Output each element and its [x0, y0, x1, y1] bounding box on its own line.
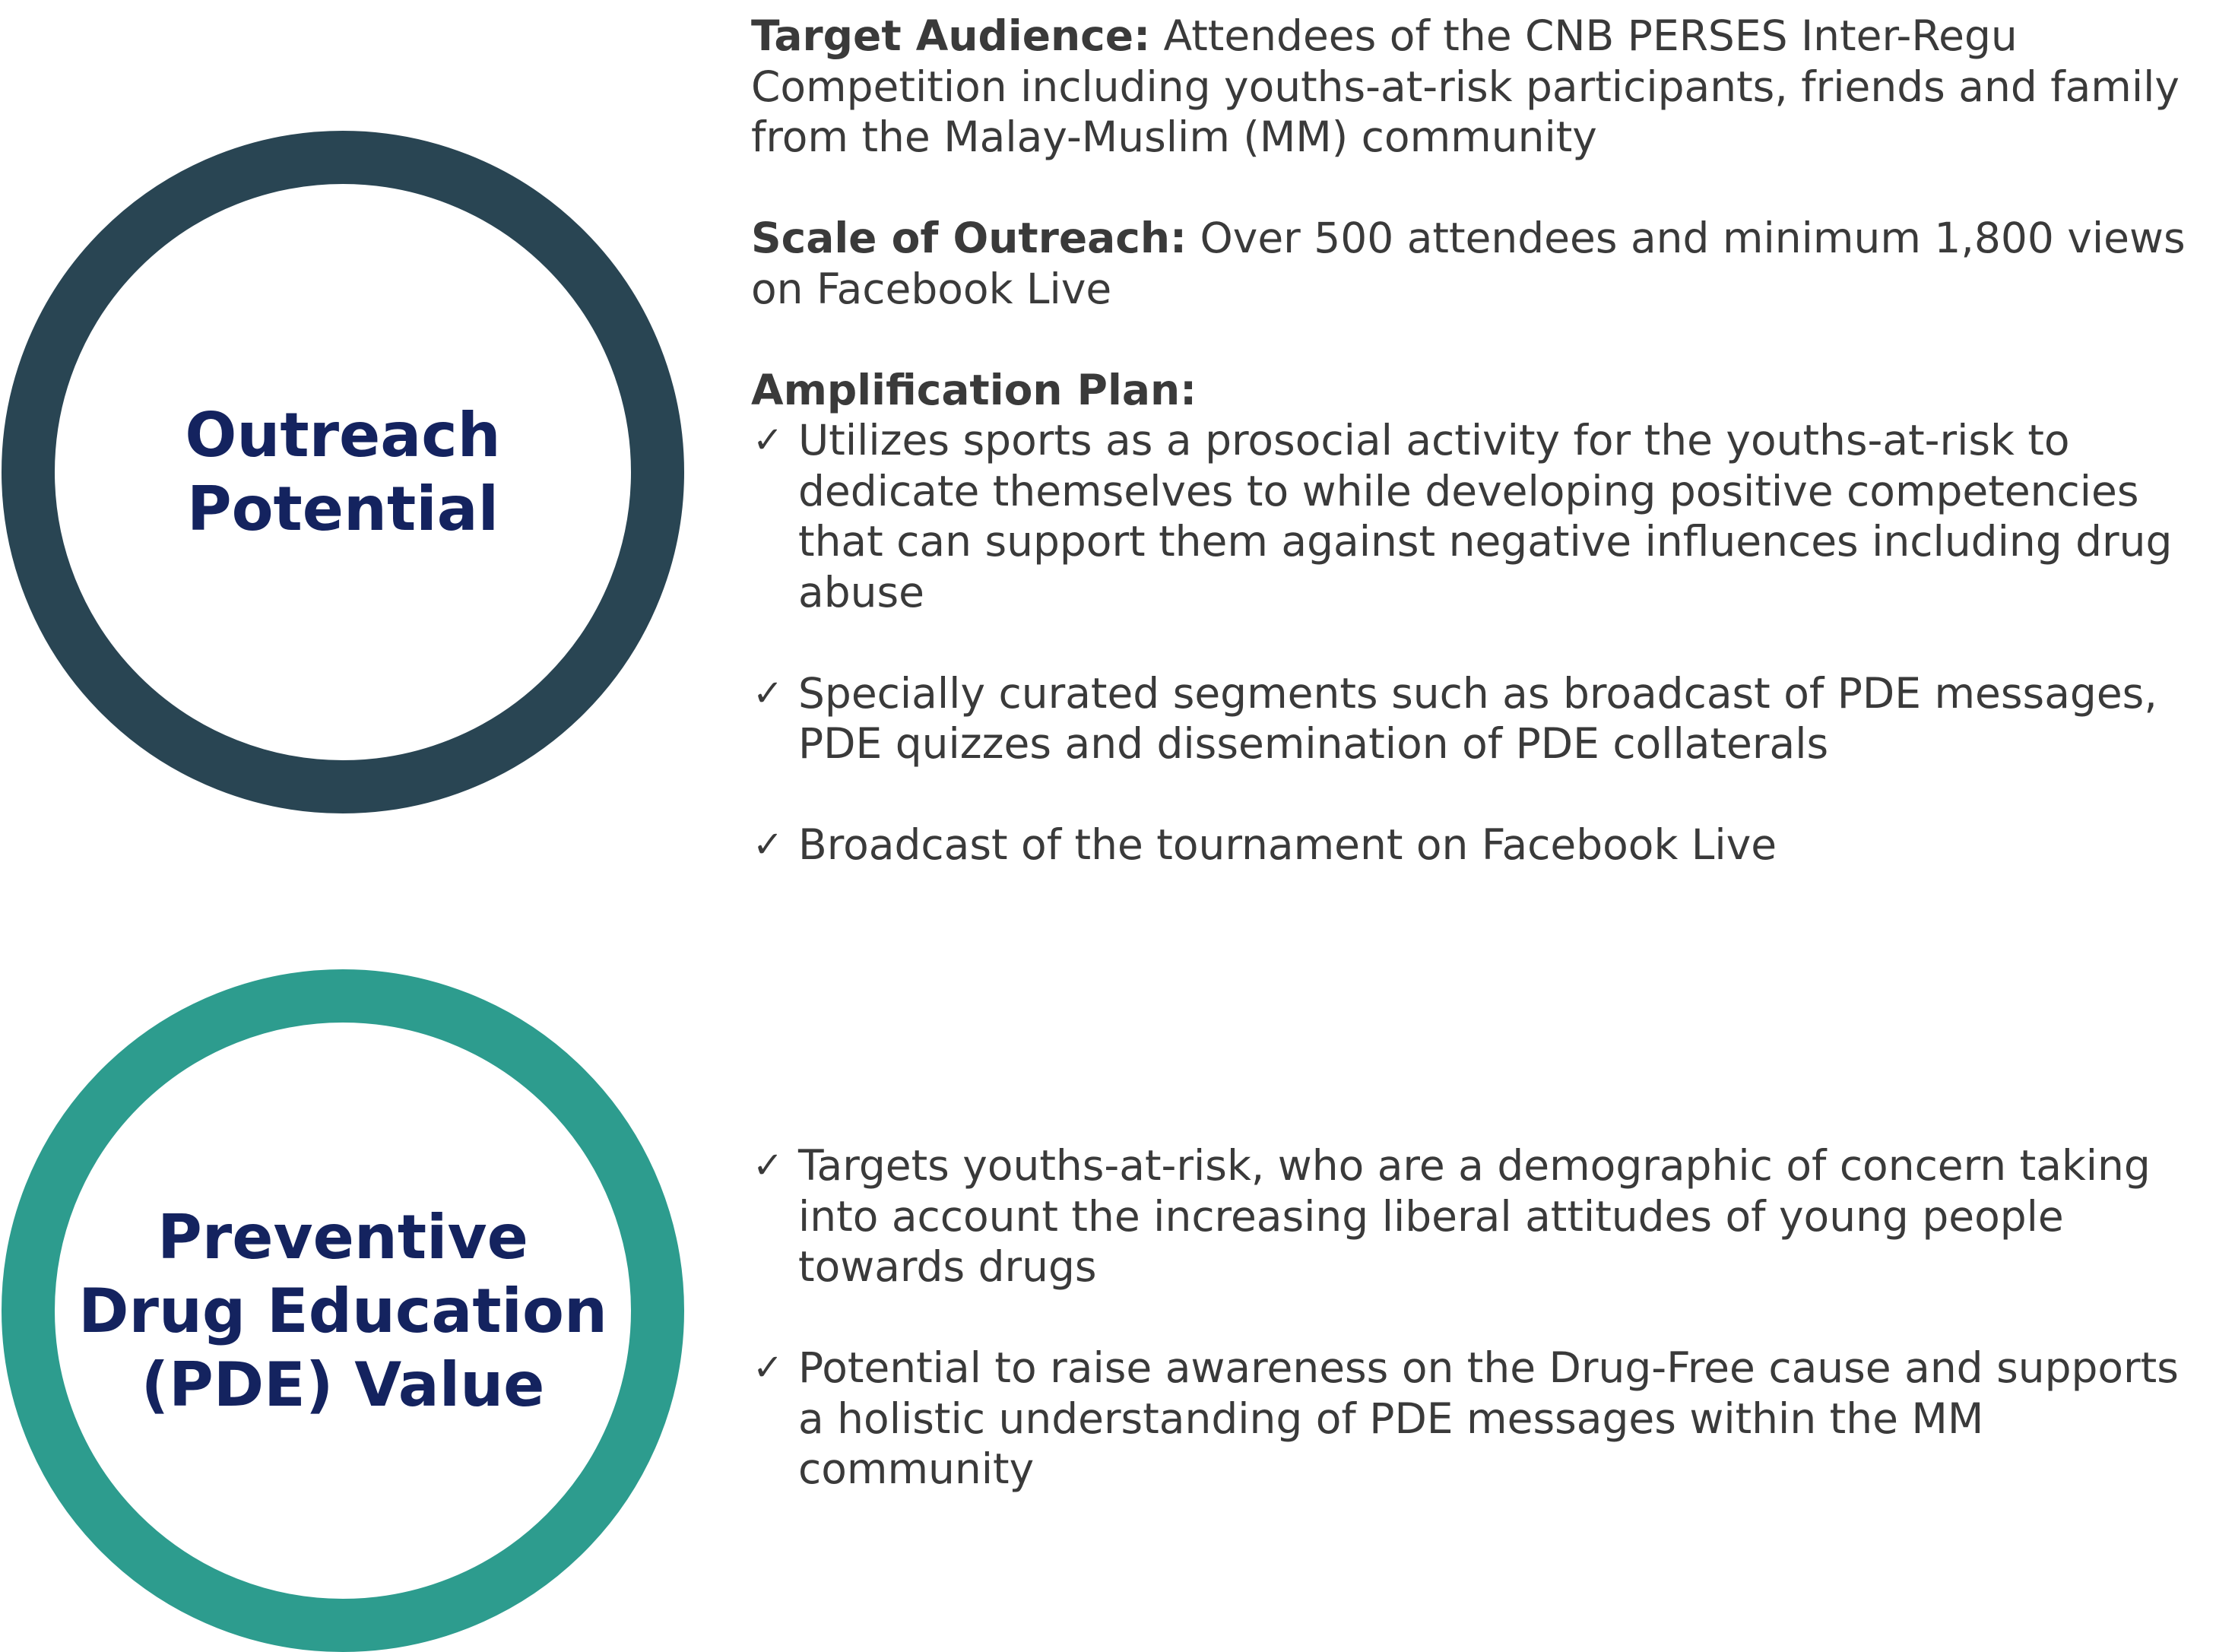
pde-value-details: ✓ Targets youths-at-risk, who are a demo…: [751, 1140, 2211, 1495]
list-item: ✓ Utilizes sports as a prosocial activit…: [751, 415, 2211, 617]
outreach-details: Target Audience: Attendees of the CNB PE…: [751, 11, 2211, 870]
outreach-potential-circle: Outreach Potential: [2, 131, 684, 813]
check-icon: ✓: [753, 419, 784, 461]
list-item: ✓ Potential to raise awareness on the Dr…: [751, 1343, 2211, 1495]
scale-of-outreach-text: Over 500 attendees and minimum 1,800 vie…: [751, 214, 2186, 313]
target-audience-label: Target Audience:: [751, 11, 1151, 60]
amplification-plan-label: Amplification Plan:: [751, 365, 1197, 414]
outreach-potential-title: Outreach Potential: [185, 400, 501, 544]
check-icon: ✓: [753, 1346, 784, 1389]
amplification-plan: Amplification Plan: ✓ Utilizes sports as…: [751, 365, 2211, 870]
check-icon: ✓: [753, 823, 784, 866]
pde-value-list: ✓ Targets youths-at-risk, who are a demo…: [751, 1140, 2211, 1495]
list-item-text: Targets youths-at-risk, who are a demogr…: [798, 1141, 2151, 1291]
check-icon: ✓: [753, 671, 784, 715]
list-item-text: Utilizes sports as a prosocial activity …: [798, 416, 2173, 617]
list-item: ✓ Targets youths-at-risk, who are a demo…: [751, 1140, 2211, 1292]
list-item-text: Potential to raise awareness on the Drug…: [798, 1343, 2179, 1493]
pde-value-title: Preventive Drug Education (PDE) Value: [78, 1201, 607, 1420]
list-item-text: Broadcast of the tournament on Facebook …: [798, 820, 1777, 869]
target-audience-text: Attendees of the CNB PERSES Inter-Regu C…: [751, 11, 2180, 161]
scale-of-outreach-paragraph: Scale of Outreach: Over 500 attendees an…: [751, 213, 2211, 314]
pde-value-circle: Preventive Drug Education (PDE) Value: [2, 969, 684, 1652]
amplification-plan-list: ✓ Utilizes sports as a prosocial activit…: [751, 415, 2211, 870]
scale-of-outreach-label: Scale of Outreach:: [751, 214, 1187, 262]
check-icon: ✓: [753, 1144, 784, 1187]
list-item: ✓ Specially curated segments such as bro…: [751, 668, 2211, 769]
list-item-text: Specially curated segments such as broad…: [798, 668, 2157, 769]
target-audience-paragraph: Target Audience: Attendees of the CNB PE…: [751, 11, 2211, 163]
list-item: ✓ Broadcast of the tournament on Faceboo…: [751, 820, 2211, 870]
